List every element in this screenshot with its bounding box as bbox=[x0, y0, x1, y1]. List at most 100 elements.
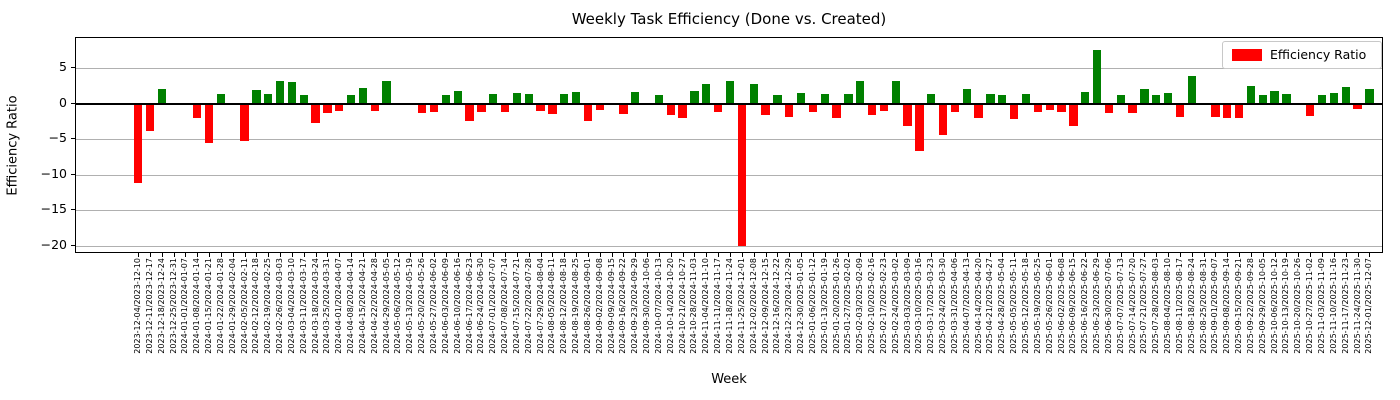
x-tick-label: 2024-12-16/2024-12-22 bbox=[772, 258, 782, 354]
x-tick-mark bbox=[1239, 253, 1241, 257]
x-tick-mark bbox=[753, 253, 755, 257]
bar bbox=[465, 103, 474, 122]
x-tick-label: 2024-11-11/2024-11-17 bbox=[713, 258, 723, 354]
x-tick-mark bbox=[1144, 253, 1146, 257]
x-tick-mark bbox=[339, 253, 341, 257]
x-tick-mark bbox=[611, 253, 613, 257]
x-tick-label: 2024-05-13/2024-05-19 bbox=[405, 258, 415, 354]
gridline bbox=[76, 139, 1382, 140]
bar bbox=[1081, 92, 1090, 104]
x-tick-mark bbox=[801, 253, 803, 257]
bar bbox=[737, 103, 746, 246]
x-tick-label: 2024-10-14/2024-10-20 bbox=[665, 258, 675, 354]
x-tick-label: 2025-01-20/2025-01-26 bbox=[831, 258, 841, 354]
x-tick-label: 2025-10-13/2025-10-19 bbox=[1281, 258, 1291, 354]
x-tick-mark bbox=[434, 253, 435, 257]
x-tick-label: 2024-06-10/2024-06-16 bbox=[452, 258, 462, 354]
x-tick-label: 2024-09-30/2024-10-06 bbox=[642, 258, 652, 354]
x-tick-mark bbox=[694, 253, 696, 257]
x-tick-label: 2024-07-08/2024-07-14 bbox=[500, 258, 510, 354]
chart-title: Weekly Task Efficiency (Done vs. Created… bbox=[571, 10, 887, 28]
x-tick-label: 2024-08-12/2024-08-18 bbox=[559, 258, 569, 354]
x-tick-mark bbox=[978, 253, 980, 257]
bar bbox=[879, 103, 889, 112]
x-tick-label: 2024-09-09/2024-09-15 bbox=[606, 258, 616, 354]
x-tick-mark bbox=[1026, 253, 1027, 257]
x-tick-mark bbox=[1274, 253, 1276, 257]
x-tick-mark bbox=[789, 253, 791, 257]
legend: Efficiency Ratio bbox=[1222, 41, 1382, 69]
x-tick-mark bbox=[351, 253, 353, 257]
bar bbox=[560, 93, 569, 104]
x-tick-mark bbox=[954, 253, 956, 257]
bar bbox=[418, 103, 427, 114]
y-tick-label: −10 bbox=[40, 165, 67, 181]
bar bbox=[1329, 92, 1338, 104]
x-tick-mark bbox=[706, 253, 708, 257]
y-tick-label: −20 bbox=[40, 236, 67, 252]
bar bbox=[157, 88, 166, 104]
bar bbox=[915, 103, 924, 152]
bar bbox=[1116, 94, 1125, 104]
bar bbox=[500, 103, 510, 113]
x-tick-label: 2025-08-25/2025-08-31 bbox=[1198, 258, 1208, 354]
bar bbox=[820, 93, 829, 104]
x-tick-mark bbox=[493, 253, 495, 257]
x-tick-mark bbox=[836, 253, 838, 257]
x-tick-mark bbox=[540, 253, 542, 257]
x-tick-label: 2024-10-07/2024-10-13 bbox=[653, 258, 663, 354]
x-tick-mark bbox=[315, 253, 317, 257]
x-tick-label: 2024-10-21/2024-10-27 bbox=[677, 258, 687, 354]
bar bbox=[654, 94, 664, 104]
bar bbox=[489, 94, 498, 104]
x-tick-label: 2025-06-23/2025-06-29 bbox=[1092, 258, 1102, 354]
bar bbox=[678, 103, 687, 118]
bar bbox=[1234, 103, 1244, 118]
x-tick-mark bbox=[362, 253, 364, 257]
x-tick-mark bbox=[1002, 253, 1004, 257]
x-tick-label: 2023-12-04/2023-12-10 bbox=[133, 258, 142, 354]
bar bbox=[275, 81, 285, 104]
x-tick-mark bbox=[1037, 253, 1039, 257]
x-tick-label: 2025-07-14/2025-07-20 bbox=[1127, 258, 1137, 354]
bar bbox=[986, 93, 995, 104]
bar bbox=[1057, 103, 1066, 112]
bar bbox=[785, 103, 794, 117]
x-tick-label: 2025-05-19/2025-05-25 bbox=[1032, 258, 1042, 354]
x-tick-mark bbox=[1085, 253, 1087, 257]
x-tick-mark bbox=[138, 253, 139, 257]
plot-area bbox=[75, 37, 1383, 257]
x-tick-mark bbox=[232, 253, 234, 257]
x-tick-mark bbox=[812, 253, 814, 257]
bar bbox=[299, 94, 308, 104]
x-tick-label: 2025-08-04/2025-08-10 bbox=[1163, 258, 1173, 354]
x-tick-mark bbox=[185, 253, 187, 257]
x-tick-label: 2024-09-16/2024-09-22 bbox=[618, 258, 628, 354]
bar bbox=[1152, 94, 1161, 104]
x-tick-label: 2025-08-11/2025-08-17 bbox=[1174, 258, 1184, 354]
x-tick-label: 2024-03-25/2024-03-31 bbox=[322, 258, 332, 354]
x-tick-label: 2025-04-21/2025-04-27 bbox=[985, 258, 995, 354]
bar bbox=[1010, 103, 1019, 120]
y-tick-label: −15 bbox=[40, 201, 67, 216]
x-tick-label: 2025-09-22/2025-09-28 bbox=[1245, 258, 1255, 354]
bar bbox=[1341, 87, 1350, 104]
x-tick-label: 2024-02-26/2024-03-03 bbox=[275, 258, 285, 354]
bar bbox=[536, 103, 545, 112]
x-tick-label: 2025-09-08/2025-09-14 bbox=[1222, 258, 1232, 354]
x-tick-label: 2025-03-03/2025-03-09 bbox=[902, 258, 912, 354]
bar bbox=[252, 90, 261, 104]
x-tick-mark bbox=[990, 253, 992, 257]
bar bbox=[796, 92, 806, 104]
x-tick-mark bbox=[872, 253, 874, 257]
x-tick-mark bbox=[268, 253, 270, 257]
x-tick-label: 2025-02-03/2025-02-09 bbox=[855, 258, 865, 354]
bar bbox=[583, 103, 593, 121]
bar bbox=[1140, 88, 1149, 104]
bar bbox=[512, 92, 522, 104]
x-tick-label: 2025-10-06/2025-10-12 bbox=[1269, 258, 1279, 354]
x-tick-mark bbox=[1120, 253, 1122, 257]
x-tick-mark bbox=[1191, 253, 1193, 257]
x-tick-mark bbox=[730, 253, 731, 257]
x-tick-label: 2024-04-08/2024-04-14 bbox=[346, 258, 356, 354]
